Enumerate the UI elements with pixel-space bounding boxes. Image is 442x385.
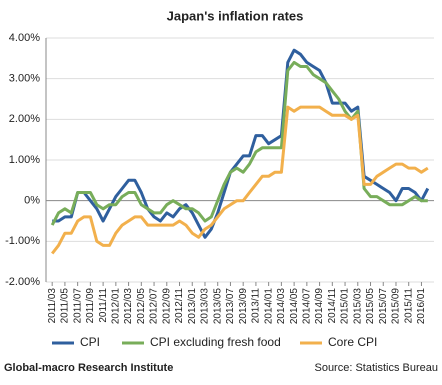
y-tick-label: 1.00% — [9, 154, 40, 166]
x-tick-label: 2015/11 — [403, 288, 414, 324]
x-tick-label: 2011/03 — [47, 288, 58, 324]
legend-label: CPI excluding fresh food — [150, 335, 281, 349]
x-tick-label: 2012/05 — [136, 288, 147, 325]
x-tick-label: 2015/03 — [352, 288, 363, 325]
x-tick-label: 2013/05 — [212, 288, 223, 325]
x-tick-label: 2014/01 — [263, 288, 274, 325]
chart-title: Japan's inflation rates — [167, 8, 304, 23]
x-tick-label: 2014/07 — [301, 288, 312, 325]
series-line — [52, 48, 430, 239]
x-tick-label: 2011/09 — [85, 288, 96, 324]
footer-left: Global-macro Research Institute — [4, 362, 173, 374]
series-line — [50, 60, 428, 226]
y-tick-label: 2.00% — [9, 113, 40, 125]
x-tick-label: 2015/09 — [391, 288, 402, 325]
x-tick-label: 2011/11 — [98, 288, 109, 323]
footer-right: Source: Statistics Bureau — [314, 362, 438, 374]
x-tick-label: 2013/01 — [187, 288, 198, 325]
x-tick-label: 2015/01 — [340, 288, 351, 325]
x-tick-label: 2013/03 — [200, 288, 211, 325]
y-tick-label: 4.00% — [9, 32, 40, 44]
legend-label: Core CPI — [328, 335, 377, 349]
x-tick-label: 2011/05 — [60, 288, 71, 324]
x-tick-label: 2012/09 — [161, 288, 172, 325]
x-tick-label: 2014/05 — [289, 288, 300, 325]
y-tick-label: 0% — [24, 195, 40, 207]
y-tick-label: -2.00% — [5, 276, 40, 288]
x-tick-label: 2013/09 — [238, 288, 249, 325]
series-line — [51, 105, 429, 255]
x-tick-label: 2013/11 — [251, 288, 262, 324]
x-tick-label: 2012/11 — [174, 288, 185, 324]
x-tick-label: 2016/01 — [416, 288, 427, 325]
x-tick-label: 2015/05 — [365, 288, 376, 325]
legend-label: CPI — [80, 335, 100, 349]
x-tick-label: 2014/09 — [314, 288, 325, 325]
x-tick-label: 2011/07 — [72, 288, 83, 324]
y-tick-label: 3.00% — [9, 73, 40, 85]
x-tick-label: 2012/07 — [149, 288, 160, 325]
x-tick-label: 2015/07 — [378, 288, 389, 325]
y-tick-label: -1.00% — [5, 235, 40, 247]
x-tick-label: 2012/01 — [110, 288, 121, 325]
x-tick-label: 2014/03 — [276, 288, 287, 325]
x-tick-label: 2013/07 — [225, 288, 236, 325]
x-tick-label: 2014/11 — [327, 288, 338, 324]
x-tick-label: 2012/03 — [123, 288, 134, 325]
